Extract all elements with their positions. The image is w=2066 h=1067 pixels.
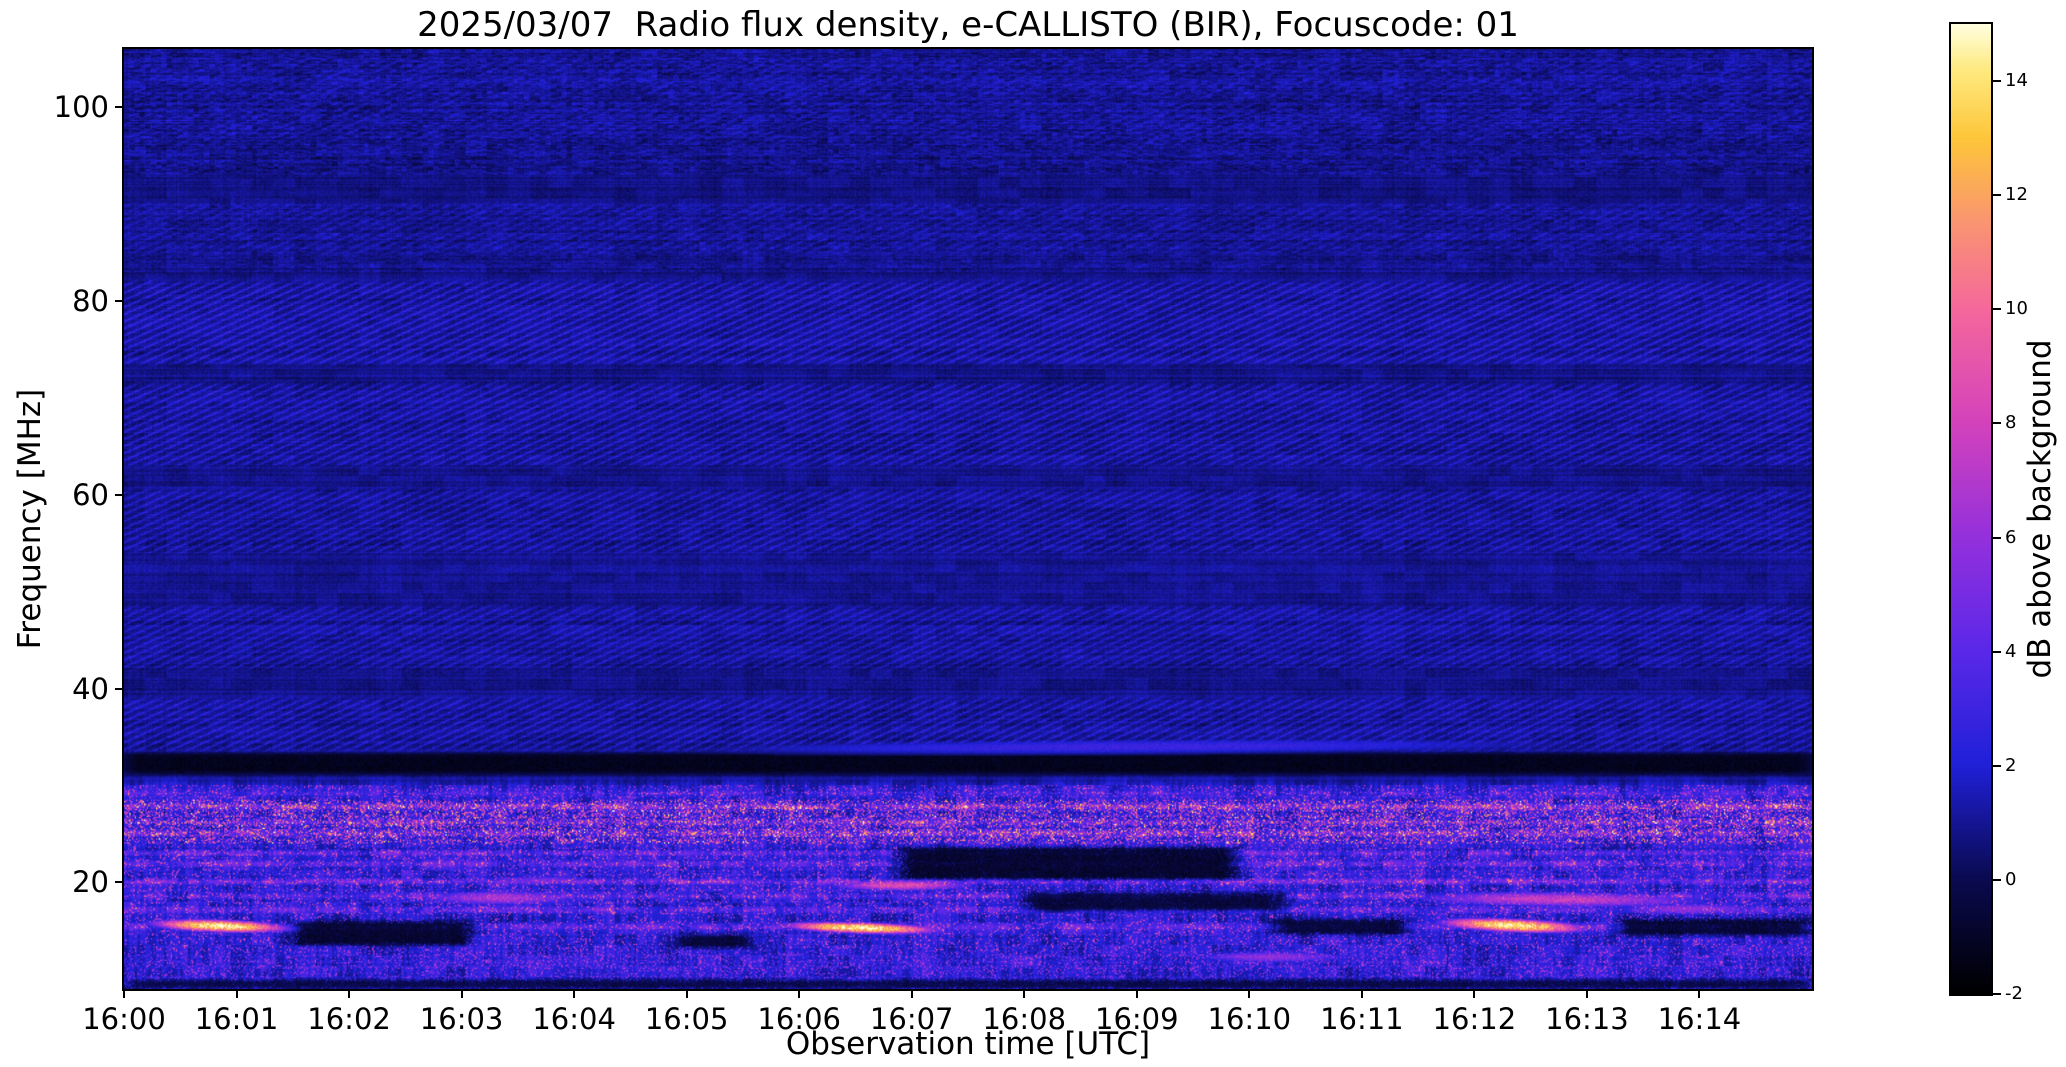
y-axis-label: Frequency [MHz] — [12, 388, 48, 650]
colorbar — [1949, 22, 1993, 996]
x-tick-mark — [1473, 989, 1476, 998]
x-tick-mark — [348, 989, 351, 998]
x-tick-label: 16:07 — [869, 1002, 954, 1036]
x-tick-mark — [1023, 989, 1026, 998]
colorbar-tick-label: 6 — [2005, 526, 2017, 548]
x-tick-mark — [573, 989, 576, 998]
x-tick-label: 16:00 — [82, 1002, 166, 1036]
plot-area — [122, 47, 1814, 991]
y-tick-mark — [115, 106, 124, 109]
colorbar-tick-mark — [1993, 993, 2001, 995]
colorbar-tick-mark — [1993, 308, 2001, 311]
y-tick-label: 20 — [72, 865, 109, 900]
x-tick-mark — [1698, 989, 1701, 998]
x-tick-mark — [460, 989, 463, 998]
x-tick-mark — [685, 989, 688, 998]
colorbar-tick-label: 2 — [2005, 754, 2017, 776]
x-tick-mark — [1248, 989, 1251, 998]
y-tick-label: 40 — [72, 671, 109, 706]
x-tick-mark — [1585, 989, 1588, 998]
x-tick-mark — [910, 989, 913, 998]
colorbar-tick-label: 10 — [2005, 298, 2028, 320]
colorbar-tick-mark — [1993, 764, 2001, 767]
colorbar-tick-label: -2 — [2005, 983, 2023, 1004]
x-tick-label: 16:13 — [1545, 1002, 1629, 1036]
colorbar-tick-label: 4 — [2005, 640, 2017, 662]
x-tick-label: 16:11 — [1320, 1002, 1404, 1036]
x-tick-label: 16:04 — [532, 1002, 616, 1036]
colorbar-tick-mark — [1993, 194, 2001, 197]
x-tick-label: 16:14 — [1657, 1002, 1742, 1036]
colorbar-tick-label: 12 — [2005, 184, 2028, 206]
y-tick-label: 60 — [72, 477, 109, 512]
x-tick-label: 16:02 — [307, 1002, 391, 1036]
chart-title: 2025/03/07 Radio flux density, e-CALLIST… — [417, 5, 1519, 45]
x-tick-label: 16:01 — [194, 1002, 279, 1036]
x-tick-label: 16:09 — [1095, 1002, 1179, 1036]
x-tick-label: 16:08 — [982, 1002, 1067, 1036]
x-tick-mark — [1135, 989, 1138, 998]
colorbar-tick-label: 8 — [2005, 412, 2017, 434]
colorbar-tick-mark — [1993, 650, 2001, 653]
colorbar-tick-mark — [1993, 536, 2001, 539]
y-tick-mark — [115, 881, 124, 884]
x-tick-label: 16:06 — [757, 1002, 841, 1036]
colorbar-tick-mark — [1993, 878, 2001, 881]
x-axis-label: Observation time [UTC] — [785, 1026, 1151, 1062]
colorbar-gradient — [1951, 24, 1991, 994]
x-tick-mark — [235, 989, 238, 998]
x-tick-label: 16:12 — [1432, 1002, 1517, 1036]
colorbar-tick-mark — [1993, 80, 2001, 83]
colorbar-tick-label: 14 — [2005, 70, 2028, 92]
y-tick-label: 80 — [72, 283, 109, 318]
x-tick-label: 16:05 — [644, 1002, 729, 1036]
y-tick-mark — [115, 687, 124, 690]
x-tick-mark — [1360, 989, 1363, 998]
x-tick-label: 16:10 — [1207, 1002, 1292, 1036]
colorbar-label: dB above background — [2022, 339, 2058, 679]
colorbar-tick-label: 0 — [2005, 868, 2017, 890]
y-tick-mark — [115, 493, 124, 496]
x-tick-mark — [798, 989, 801, 998]
colorbar-tick-mark — [1993, 422, 2001, 425]
x-tick-label: 16:03 — [419, 1002, 504, 1036]
spectrogram-canvas — [124, 49, 1812, 989]
y-tick-mark — [115, 299, 124, 302]
x-tick-mark — [123, 989, 125, 998]
y-tick-label: 100 — [53, 90, 109, 125]
